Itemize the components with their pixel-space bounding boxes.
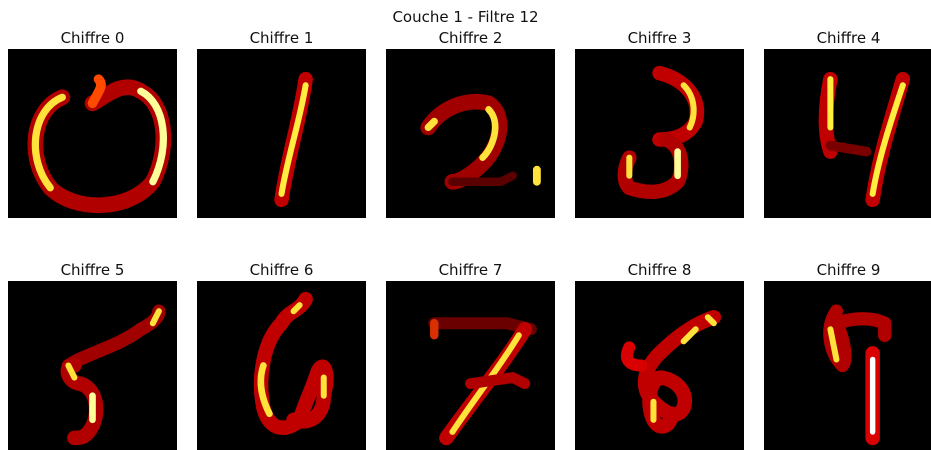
panel-digit-1: Chiffre 1: [197, 27, 366, 218]
heatmap-digit-1: [197, 49, 366, 218]
panel-digit-6: Chiffre 6: [197, 259, 366, 450]
panel-title: Chiffre 4: [816, 29, 881, 47]
panel-digit-4: Chiffre 4: [764, 27, 931, 218]
panel-title: Chiffre 6: [249, 261, 314, 279]
heatmap-digit-9: [764, 281, 931, 450]
panel-title: Chiffre 5: [60, 261, 125, 279]
panel-digit-5: Chiffre 5: [8, 259, 177, 450]
figure-title: Couche 1 - Filtre 12: [392, 8, 539, 26]
panel-digit-9: Chiffre 9: [764, 259, 931, 450]
heatmap-digit-5: [8, 281, 177, 450]
panel-title: Chiffre 7: [438, 261, 503, 279]
panel-title: Chiffre 9: [816, 261, 881, 279]
panel-digit-2: Chiffre 2: [386, 27, 555, 218]
panel-title: Chiffre 8: [627, 261, 692, 279]
panel-title: Chiffre 0: [60, 29, 125, 47]
panel-digit-7: Chiffre 7: [386, 259, 555, 450]
panel-digit-0: Chiffre 0: [8, 27, 177, 218]
heatmap-digit-2: [386, 49, 555, 218]
panel-title: Chiffre 2: [438, 29, 503, 47]
heatmap-digit-4: [764, 49, 931, 218]
panel-title: Chiffre 1: [249, 29, 314, 47]
panel-title: Chiffre 3: [627, 29, 692, 47]
heatmap-digit-3: [575, 49, 744, 218]
heatmap-digit-0: [8, 49, 177, 218]
panel-digit-8: Chiffre 8: [575, 259, 744, 450]
heatmap-digit-6: [197, 281, 366, 450]
panel-digit-3: Chiffre 3: [575, 27, 744, 218]
heatmap-digit-8: [575, 281, 744, 450]
heatmap-digit-7: [386, 281, 555, 450]
